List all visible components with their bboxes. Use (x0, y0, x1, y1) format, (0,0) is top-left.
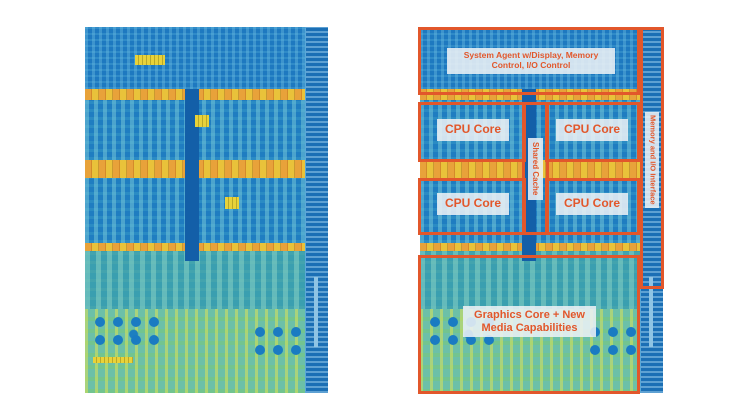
cache-band (85, 243, 328, 251)
cpu-core-2-label: CPU Core (556, 119, 628, 141)
die-core-row (85, 100, 328, 160)
cache-band (420, 243, 663, 251)
die-detail (135, 55, 165, 65)
die-io-strip (305, 27, 328, 393)
die-detail (225, 197, 239, 209)
die-detail (93, 357, 133, 363)
cache-band (85, 89, 328, 100)
system-agent-label: System Agent w/Display, Memory Control, … (447, 48, 615, 74)
memory-io-label: Memory and I/O Interface (645, 112, 659, 208)
die-gfx-upper (420, 251, 663, 309)
system-agent-region (418, 27, 640, 95)
die-system-agent-area (85, 27, 328, 89)
left-die-image (85, 27, 328, 393)
die-detail (195, 115, 209, 127)
die-cache-column (185, 89, 199, 261)
cpu-core-3-label: CPU Core (437, 193, 509, 215)
shared-cache-region (522, 102, 549, 235)
die-core-row (85, 178, 328, 243)
die-graphics-area (85, 309, 328, 393)
cache-band (85, 160, 328, 178)
die-gfx-upper (85, 251, 328, 309)
cpu-core-4-label: CPU Core (556, 193, 628, 215)
die-eu-array (255, 327, 319, 355)
cpu-core-1-label: CPU Core (437, 119, 509, 141)
graphics-region (418, 255, 640, 394)
graphics-label: Graphics Core + New Media Capabilities (463, 306, 596, 337)
shared-cache-label: Shared Cache (528, 138, 543, 200)
die-eu-array (95, 317, 159, 345)
memory-io-region (640, 27, 664, 289)
